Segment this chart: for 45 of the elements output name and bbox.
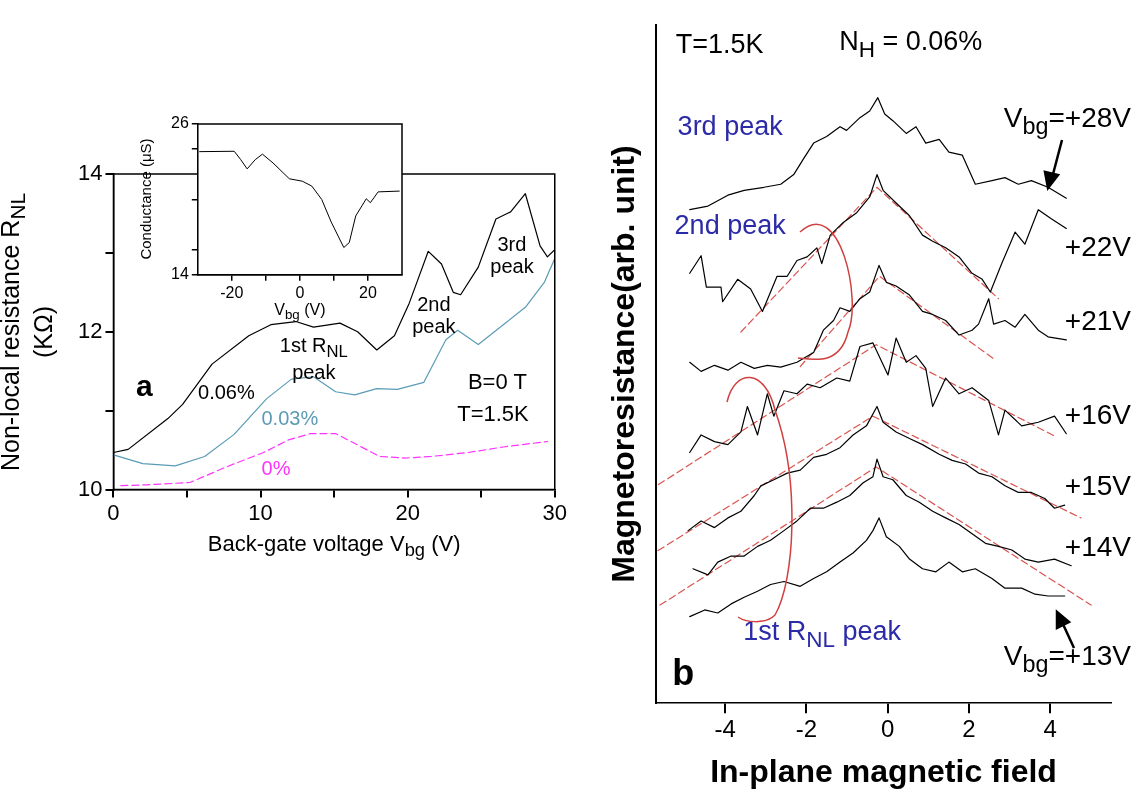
x-axis-title: Back-gate voltage V$_{bg}$ (V)	[207, 531, 461, 561]
text: T=1.5K	[675, 29, 764, 61]
y-tick-label: 26	[171, 114, 189, 132]
series-label: +16V	[1064, 398, 1131, 431]
x-tick-label: 2	[962, 715, 976, 743]
annotation: 3rd peak	[489, 233, 535, 278]
x-tick-label: 20	[359, 283, 377, 301]
annotation: 3rd peak	[677, 110, 783, 142]
y-tick-label: 14	[77, 160, 103, 186]
series-label: 0.03%	[261, 407, 319, 430]
x-axis-title: V$_{bg}$ (V)	[274, 301, 326, 323]
line-series	[120, 432, 549, 487]
series-label: V$_{bg}$=+28V	[1003, 102, 1131, 140]
annotation: T=1.5K	[457, 400, 529, 426]
annotation: b	[672, 651, 695, 693]
series-label: 0%	[261, 456, 291, 479]
series-label: +22V	[1064, 231, 1131, 264]
y-tick-label: 10	[77, 475, 103, 501]
y-axis-title: Conductance (μS)	[136, 138, 155, 260]
annotation: a	[136, 368, 153, 402]
x-tick-label: -2	[795, 715, 817, 743]
x-tick-label: 20	[395, 499, 420, 525]
annotation: B=0 T	[467, 369, 527, 395]
y-axis-title: Magnetoresistance(arb. unit)	[605, 145, 642, 583]
x-tick-label: 0	[107, 499, 120, 525]
x-axis-title: In-plane magnetic field	[710, 753, 1057, 790]
y-tick-label: 14	[171, 265, 189, 283]
series-label: 0.06%	[198, 381, 255, 404]
x-tick-label: 0	[880, 715, 895, 743]
text: N$_{H}$ = 0.06%	[839, 26, 983, 63]
annotation: 2nd peak	[674, 209, 786, 241]
legend-label: V$_{bg}$=+13V	[1003, 640, 1131, 678]
x-tick-label: -20	[220, 283, 244, 301]
annotation: 1st R$_{NL}$ peak	[743, 616, 901, 653]
x-tick-label: 10	[248, 499, 273, 525]
x-tick-label: 0	[295, 283, 305, 301]
y-tick-label: 12	[77, 317, 103, 343]
series-label: +15V	[1064, 470, 1131, 502]
annotation: 2nd peak	[411, 292, 457, 337]
annotation: 1st R$_{NL}$ peak	[278, 333, 349, 384]
series-label: +14V	[1064, 530, 1131, 563]
x-tick-label: 4	[1043, 715, 1057, 743]
x-tick-label: -4	[714, 715, 736, 743]
series-label: +21V	[1064, 304, 1131, 337]
x-tick-label: 30	[542, 499, 568, 525]
